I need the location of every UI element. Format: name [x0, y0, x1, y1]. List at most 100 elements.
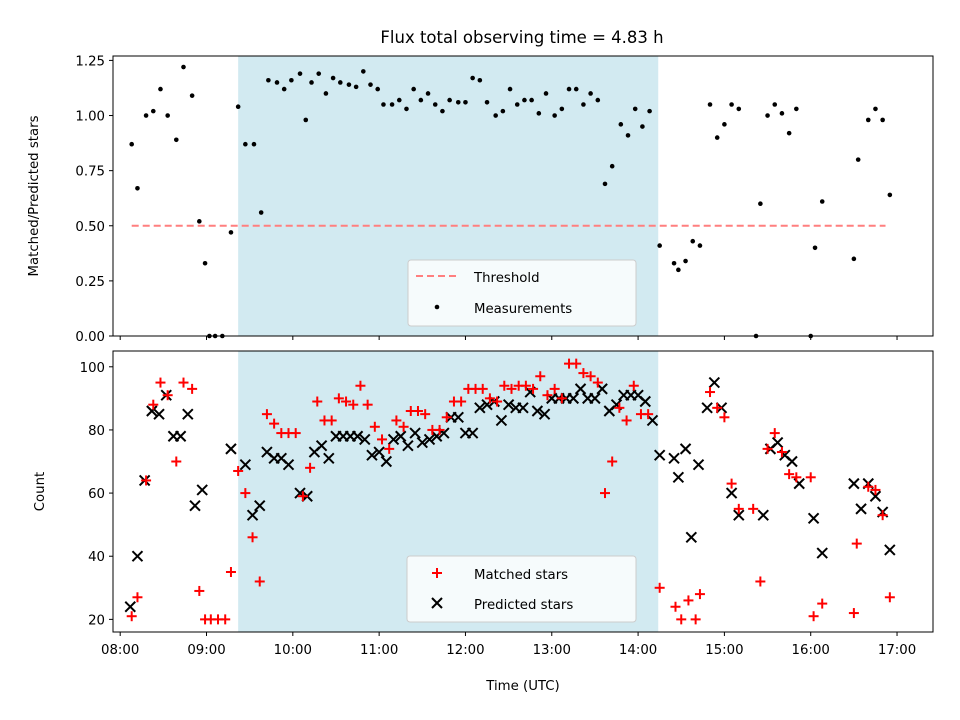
cross-stroke-b	[196, 484, 208, 496]
measurement-point	[507, 86, 513, 92]
cross-stroke-b	[495, 414, 508, 427]
cross-stroke-b	[786, 455, 798, 468]
cross-stroke-b	[793, 477, 805, 490]
matched-star-marker	[676, 614, 687, 625]
cross-stroke-b	[466, 427, 479, 439]
cross-stroke-b	[146, 405, 158, 417]
count-y-tick-label: 60	[88, 487, 105, 502]
measurement-point	[758, 201, 763, 207]
cross-stroke-b	[189, 500, 201, 512]
cross-stroke-b	[517, 402, 529, 414]
matched-star-marker	[369, 421, 380, 432]
measurement-point	[289, 77, 294, 83]
matched-star-marker	[705, 387, 716, 398]
cross-stroke-b	[639, 395, 651, 408]
legend-measurements-sample	[434, 304, 440, 310]
cross-stroke-b	[538, 408, 551, 420]
measurement-point	[779, 111, 785, 116]
predicted-star-marker	[807, 512, 820, 525]
cross-stroke-b	[869, 490, 882, 502]
predicted-star-marker	[239, 458, 252, 471]
cross-stroke-b	[366, 449, 378, 461]
measurement-point	[647, 108, 652, 114]
measurement-point	[375, 86, 381, 92]
matched-star-marker	[484, 393, 495, 404]
predicted-star-marker	[452, 411, 464, 424]
measurement-point	[683, 258, 688, 264]
matched-star-marker	[312, 396, 323, 407]
matched-star-marker	[784, 469, 795, 480]
measurement-point	[625, 133, 631, 138]
predicted-star-marker	[653, 449, 666, 461]
predicted-star-marker	[474, 402, 486, 414]
matched-star-marker	[571, 358, 582, 369]
measurement-point	[353, 84, 359, 90]
measurement-point	[129, 141, 135, 147]
ratio-y-tick-label: 0.75	[75, 165, 105, 180]
measurement-point	[566, 86, 572, 92]
measurement-point	[389, 102, 395, 107]
measurement-point	[411, 86, 416, 92]
matched-star-marker	[776, 447, 787, 458]
matched-star-marker	[863, 481, 874, 492]
predicted-star-marker	[869, 490, 882, 502]
time-x-label: Time (UTC)	[485, 679, 560, 694]
measurement-point	[618, 122, 624, 127]
time-x-tick-label: 12:00	[446, 643, 484, 658]
measurement-point	[765, 113, 770, 118]
ratio-y-tick-label: 1.25	[75, 54, 105, 69]
cross-stroke-b	[567, 392, 580, 405]
measurement-point	[158, 86, 163, 92]
measurement-point	[671, 260, 677, 266]
measurement-point	[536, 111, 542, 116]
measurement-point	[602, 181, 608, 187]
measurement-point	[657, 243, 662, 248]
cross-stroke-b	[380, 455, 393, 468]
predicted-star-marker	[786, 455, 798, 468]
predicted-star-marker	[495, 414, 508, 427]
cross-stroke-b	[359, 433, 371, 446]
measurement-point	[676, 267, 681, 273]
predicted-star-marker	[725, 487, 738, 499]
measurement-point	[440, 108, 445, 114]
measurement-point	[135, 185, 140, 191]
cross-stroke-b	[725, 487, 738, 499]
measurement-points	[129, 64, 893, 339]
measurement-point	[337, 80, 343, 85]
cross-stroke-b	[254, 500, 266, 512]
ratio-y-label: Matched/Predicted stars	[27, 115, 42, 276]
legend-matched-marker	[432, 568, 442, 578]
measurement-point	[772, 102, 778, 107]
predicted-star-markers	[124, 376, 896, 613]
legend-predicted-marker	[431, 597, 443, 609]
matched-star-marker	[654, 582, 665, 593]
matched-star-marker	[333, 393, 344, 404]
predicted-star-marker	[246, 509, 259, 521]
measurement-point	[573, 86, 579, 92]
measurement-point	[493, 113, 498, 118]
predicted-star-marker	[531, 405, 544, 417]
matched-star-marker	[578, 368, 589, 379]
matched-star-marker	[420, 409, 431, 420]
measurement-point	[150, 108, 156, 114]
matched-star-marker	[377, 434, 388, 445]
measurement-point	[690, 238, 696, 244]
matched-star-marker	[585, 371, 596, 382]
matched-star-marker	[326, 415, 337, 426]
cross-stroke-b	[701, 402, 713, 414]
matched-star-marker	[434, 424, 445, 435]
matched-star-marker	[817, 598, 828, 609]
matched-star-marker	[187, 383, 198, 394]
matched-star-marker	[848, 608, 859, 619]
cross-stroke-b	[452, 411, 464, 424]
cross-stroke-b	[275, 452, 288, 465]
measurement-point	[463, 99, 468, 105]
predicted-star-marker	[174, 430, 187, 442]
matched-star-marker	[769, 428, 780, 439]
measurement-point	[266, 77, 271, 83]
matched-star-marker	[391, 415, 402, 426]
predicted-star-marker	[679, 443, 692, 455]
cross-stroke-b	[182, 408, 194, 420]
predicted-star-marker	[146, 405, 158, 417]
cross-stroke-b	[668, 452, 680, 465]
